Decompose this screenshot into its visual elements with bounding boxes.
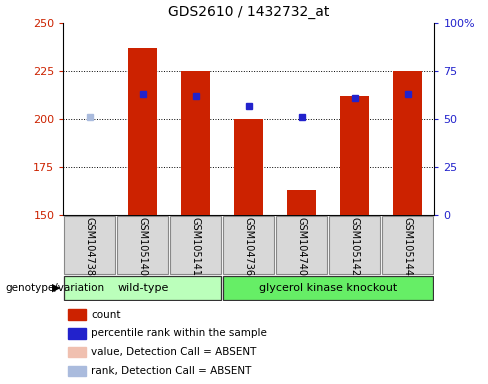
- Bar: [287, 190, 316, 215]
- Bar: [234, 119, 264, 215]
- Bar: [224, 216, 274, 274]
- Bar: [67, 310, 86, 320]
- Text: GSM105144: GSM105144: [403, 217, 413, 276]
- Text: GSM104738: GSM104738: [85, 217, 95, 276]
- Text: GSM105142: GSM105142: [350, 217, 360, 276]
- Bar: [64, 276, 222, 300]
- Bar: [170, 216, 222, 274]
- Bar: [340, 96, 369, 215]
- Text: percentile rank within the sample: percentile rank within the sample: [91, 328, 267, 338]
- Title: GDS2610 / 1432732_at: GDS2610 / 1432732_at: [168, 5, 329, 19]
- Text: count: count: [91, 310, 121, 319]
- Bar: [128, 48, 158, 215]
- Bar: [64, 216, 115, 274]
- Text: ▶: ▶: [52, 283, 61, 293]
- Bar: [276, 216, 327, 274]
- Bar: [182, 71, 210, 215]
- Text: rank, Detection Call = ABSENT: rank, Detection Call = ABSENT: [91, 366, 252, 376]
- Bar: [67, 366, 86, 376]
- Bar: [383, 216, 433, 274]
- Text: glycerol kinase knockout: glycerol kinase knockout: [259, 283, 398, 293]
- Text: wild-type: wild-type: [117, 283, 168, 293]
- Text: GSM105140: GSM105140: [138, 217, 148, 276]
- Bar: [393, 71, 423, 215]
- Bar: [329, 216, 380, 274]
- Text: GSM105141: GSM105141: [191, 217, 201, 276]
- Bar: [67, 347, 86, 358]
- Text: genotype/variation: genotype/variation: [5, 283, 104, 293]
- Text: GSM104740: GSM104740: [297, 217, 307, 276]
- Bar: [118, 216, 168, 274]
- Bar: [67, 328, 86, 339]
- Text: GSM104736: GSM104736: [244, 217, 254, 276]
- Bar: [224, 276, 433, 300]
- Text: value, Detection Call = ABSENT: value, Detection Call = ABSENT: [91, 347, 257, 357]
